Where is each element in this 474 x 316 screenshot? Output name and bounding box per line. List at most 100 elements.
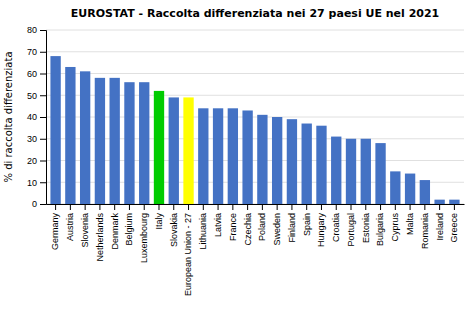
tick-label: Netherlands bbox=[95, 213, 105, 262]
tick: Ireland bbox=[435, 204, 445, 241]
tick-label: Austria bbox=[65, 213, 75, 241]
axis-line bbox=[47, 204, 465, 205]
tick: Netherlands bbox=[95, 204, 105, 262]
bar bbox=[80, 71, 90, 204]
bar bbox=[213, 108, 223, 204]
y-axis-title: % di raccolta differenziata bbox=[3, 51, 14, 182]
bar bbox=[449, 200, 459, 204]
tick: France bbox=[228, 204, 238, 241]
tick-mark bbox=[129, 204, 130, 210]
tick-label: Germany bbox=[50, 213, 60, 251]
tick-mark bbox=[395, 204, 396, 210]
tick: Spain bbox=[302, 204, 312, 236]
title: EUROSTAT - Raccolta differenziata nei 27… bbox=[71, 7, 440, 20]
tick-mark bbox=[70, 204, 71, 210]
tick-label: France bbox=[228, 213, 238, 241]
tick: Portugal bbox=[346, 204, 356, 247]
bar bbox=[287, 119, 297, 204]
tick-mark bbox=[40, 30, 46, 31]
bar bbox=[183, 97, 193, 204]
grid-line bbox=[46, 51, 464, 52]
tick-mark bbox=[144, 204, 145, 210]
tick-mark bbox=[40, 117, 46, 118]
tick-mark bbox=[55, 204, 56, 210]
tick-mark bbox=[424, 204, 425, 210]
chart: 01020304050607080GermanyAustriaSloveniaN… bbox=[0, 0, 474, 316]
tick-mark bbox=[336, 204, 337, 210]
grid-line bbox=[46, 204, 464, 205]
bar bbox=[434, 200, 444, 204]
tick: Belgium bbox=[124, 204, 134, 246]
tick-mark bbox=[218, 204, 219, 210]
bar bbox=[375, 143, 385, 204]
tick-mark bbox=[40, 95, 46, 96]
tick-mark bbox=[410, 204, 411, 210]
tick-mark bbox=[158, 204, 159, 210]
bar bbox=[316, 126, 326, 204]
tick: Poland bbox=[257, 204, 267, 241]
tick: Luxembourg bbox=[139, 204, 149, 263]
tick: 70 bbox=[27, 47, 46, 57]
tick: Cyprus bbox=[390, 204, 400, 242]
tick-label: Luxembourg bbox=[139, 213, 149, 263]
tick-label: Belgium bbox=[124, 213, 134, 246]
bar bbox=[405, 174, 415, 204]
tick-label: Finland bbox=[287, 213, 297, 243]
tick-label: 60 bbox=[27, 69, 37, 79]
tick-label: Latvia bbox=[213, 213, 223, 237]
bar bbox=[346, 139, 356, 204]
bar bbox=[302, 124, 312, 204]
tick: 20 bbox=[27, 156, 46, 166]
grid-line bbox=[46, 117, 464, 118]
tick-mark bbox=[40, 161, 46, 162]
grid-line bbox=[46, 30, 464, 31]
tick: Lithuania bbox=[198, 204, 208, 250]
tick: 10 bbox=[27, 178, 46, 188]
tick-label: Hungary bbox=[316, 213, 326, 248]
tick-mark bbox=[277, 204, 278, 210]
bar bbox=[228, 108, 238, 204]
bar bbox=[124, 82, 134, 204]
tick: 80 bbox=[27, 25, 46, 35]
grid-line bbox=[46, 95, 464, 96]
tick: Austria bbox=[65, 204, 75, 241]
bar bbox=[331, 137, 341, 204]
tick-label: 0 bbox=[32, 199, 37, 209]
grid-line bbox=[46, 160, 464, 161]
bar bbox=[361, 139, 371, 204]
tick: Slovakia bbox=[169, 204, 179, 247]
x-axis: Germany Austria Slovenia Netherlands Denmark… bbox=[47, 204, 465, 296]
tick-mark bbox=[40, 204, 46, 205]
tick-mark bbox=[232, 204, 233, 210]
bar bbox=[420, 180, 430, 204]
tick-mark bbox=[85, 204, 86, 210]
tick-label: Lithuania bbox=[198, 213, 208, 250]
tick-label: Denmark bbox=[110, 213, 120, 250]
tick: Finland bbox=[287, 204, 297, 243]
tick-label: Greece bbox=[449, 213, 459, 243]
tick: Estonia bbox=[361, 204, 371, 243]
tick: Czechia bbox=[242, 204, 252, 246]
tick: Hungary bbox=[316, 204, 326, 247]
tick: Greece bbox=[449, 204, 459, 243]
tick-label: Slovenia bbox=[80, 213, 90, 248]
bar bbox=[390, 171, 400, 204]
tick: Italy bbox=[154, 204, 164, 230]
tick-mark bbox=[40, 52, 46, 53]
tick-mark bbox=[262, 204, 263, 210]
tick-label: 20 bbox=[27, 156, 37, 166]
bar bbox=[272, 117, 282, 204]
tick: 30 bbox=[27, 134, 46, 144]
tick-label: Croatia bbox=[331, 213, 341, 242]
tick: 60 bbox=[27, 69, 46, 79]
tick: Germany bbox=[50, 204, 60, 250]
tick-label: Malta bbox=[405, 213, 415, 235]
tick-mark bbox=[114, 204, 115, 210]
grid-line bbox=[46, 138, 464, 139]
tick-label: Sweden bbox=[272, 213, 282, 246]
tick-mark bbox=[40, 139, 46, 140]
bar bbox=[169, 97, 179, 204]
tick: Bulgaria bbox=[375, 204, 385, 246]
tick: Sweden bbox=[272, 204, 282, 246]
tick-mark bbox=[365, 204, 366, 210]
